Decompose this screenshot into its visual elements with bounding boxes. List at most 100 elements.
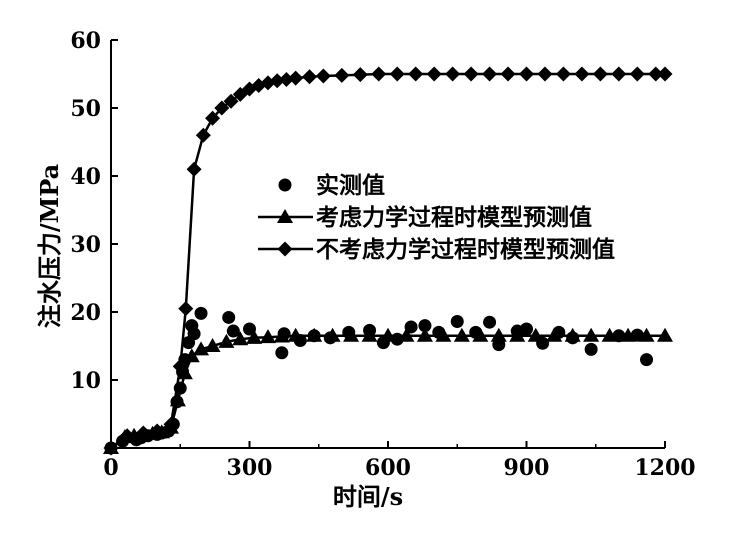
series-3-point: [592, 66, 608, 82]
series-2-point: [361, 327, 378, 342]
series-3-point: [408, 66, 424, 82]
series-3-point: [278, 71, 294, 87]
series-2-point: [416, 327, 433, 342]
x-tick-label: 0: [103, 455, 118, 481]
legend-marker: [278, 178, 292, 192]
axes-layer: 0 300 600 900 1200 10 20 30 40 50 60 时间/s 注水压力/MPa: [35, 28, 696, 511]
series-3-point: [648, 66, 664, 82]
series-3-point: [334, 67, 350, 83]
series-1-point: [584, 342, 598, 356]
legend-marker: [277, 209, 293, 223]
series-2-point: [218, 333, 235, 348]
legend-item-1: 实测值: [278, 172, 385, 199]
series-2-point: [343, 327, 360, 342]
series-2-point: [509, 327, 526, 342]
series-3-point: [574, 66, 590, 82]
series-2-point: [546, 327, 563, 342]
series-3-point: [657, 66, 673, 82]
y-tick-label: 40: [70, 164, 101, 190]
series-3-point: [214, 100, 230, 116]
series-2-point: [453, 327, 470, 342]
legend-label: 考虑力学过程时模型预测值: [316, 204, 592, 231]
series-2-point: [601, 327, 618, 342]
series-2-point: [583, 327, 600, 342]
series-1-point: [418, 319, 432, 333]
series-3-point: [288, 70, 304, 86]
series-3: [103, 66, 673, 456]
series-3-point: [537, 66, 553, 82]
y-tick-label: 50: [70, 96, 101, 122]
legend-marker: [277, 241, 293, 257]
series-3-point: [172, 358, 188, 374]
legend-label: 实测值: [316, 172, 385, 199]
x-tick-label: 600: [365, 455, 411, 481]
legend-label: 不考虑力学过程时模型预测值: [316, 236, 615, 263]
series-1-point: [520, 322, 533, 336]
series-1-point: [450, 315, 464, 329]
series-3-point: [445, 66, 461, 82]
series-3-point: [205, 110, 221, 126]
series-2-point: [472, 327, 489, 342]
series-3-point: [135, 425, 151, 441]
legend-item-3: 不考虑力学过程时模型预测值: [258, 236, 615, 263]
series-3-point: [195, 127, 211, 143]
series-2-point: [287, 327, 304, 342]
series-3-point: [186, 161, 202, 177]
series-1-point: [187, 327, 201, 341]
series-3-point: [611, 66, 627, 82]
series-layer: [103, 66, 673, 456]
series-3-point: [371, 66, 387, 82]
y-tick-label: 60: [70, 28, 101, 54]
y-tick-label: 10: [70, 368, 101, 394]
x-tick-label: 300: [227, 455, 273, 481]
series-3-point: [555, 66, 571, 82]
x-tick-label: 900: [504, 455, 550, 481]
series-3-point: [315, 68, 331, 84]
series-3-point: [629, 66, 645, 82]
series-2-point: [380, 327, 396, 342]
legend-item-2: 考虑力学过程时模型预测值: [258, 204, 592, 231]
series-2-point: [638, 327, 655, 342]
series-2-point: [398, 327, 415, 342]
x-axis-title: 时间/s: [333, 482, 403, 511]
series-2-point: [564, 327, 581, 342]
series-2-point: [435, 327, 452, 342]
series-3-point: [178, 301, 194, 317]
series-1-point: [226, 324, 240, 338]
series-3-point: [463, 66, 479, 82]
y-tick-label: 30: [70, 232, 101, 258]
series-3-point: [352, 67, 368, 83]
series-3-point: [119, 428, 135, 444]
series-2-point: [259, 329, 276, 344]
series-3-point: [482, 66, 498, 82]
series-2-point: [306, 327, 323, 342]
y-axis-title: 注水压力/MPa: [35, 164, 64, 328]
series-3-point: [149, 423, 165, 439]
series-3-point: [519, 66, 534, 82]
series-2-point: [527, 327, 544, 342]
series-1-point: [222, 310, 236, 324]
series-2-point: [657, 327, 673, 342]
series-1: [104, 306, 654, 455]
series-3-point: [426, 66, 442, 82]
series-2-point: [232, 331, 249, 346]
series-1-point: [640, 353, 654, 367]
series-2-point: [490, 327, 507, 342]
series-1-point: [483, 315, 497, 329]
series-2-point: [324, 327, 341, 342]
series-3-point: [500, 66, 516, 82]
series-3-point: [223, 93, 239, 109]
series-3-point: [302, 69, 318, 85]
series-2-point: [620, 327, 637, 342]
series-3-point: [389, 66, 405, 82]
series-3-point: [163, 416, 179, 432]
series-3-point: [269, 73, 285, 89]
series-1-point: [194, 306, 208, 320]
series-2-point: [183, 348, 200, 363]
series-2-point: [273, 328, 290, 343]
x-tick-label: 1200: [634, 455, 695, 481]
y-tick-label: 20: [70, 300, 101, 326]
series-2-point: [246, 329, 263, 344]
